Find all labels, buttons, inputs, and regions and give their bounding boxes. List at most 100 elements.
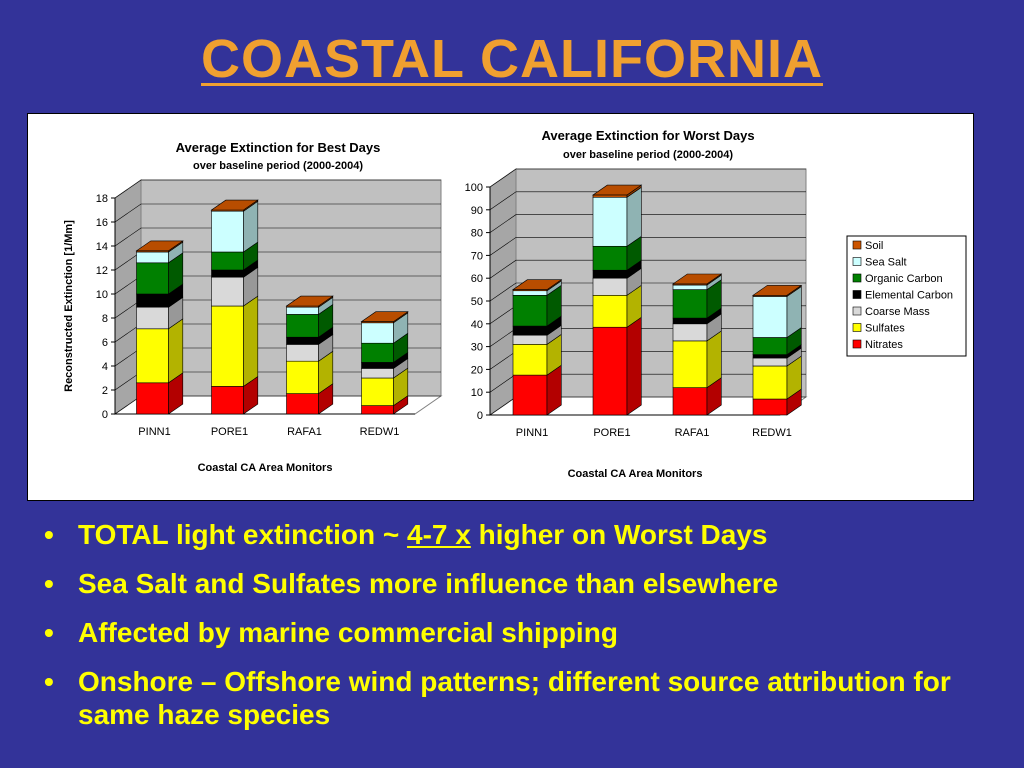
bullet-dot-icon: • bbox=[44, 568, 54, 599]
bar-segment bbox=[361, 377, 394, 406]
bar-segment bbox=[361, 368, 394, 379]
bar-segment bbox=[752, 337, 788, 355]
bullet-dot-icon: • bbox=[44, 519, 54, 550]
y-tick-label: 14 bbox=[96, 241, 108, 253]
bar-segment bbox=[752, 398, 788, 416]
y-tick-label: 20 bbox=[471, 364, 483, 376]
y-tick-label: 10 bbox=[471, 387, 483, 399]
bar-segment bbox=[361, 405, 394, 415]
bar-segment bbox=[136, 382, 169, 415]
slide-title: COASTAL CALIFORNIA bbox=[0, 28, 1024, 90]
bar-segment bbox=[592, 196, 628, 247]
gridline bbox=[489, 168, 806, 188]
bullet-text: Sea Salt and Sulfates more influence tha… bbox=[78, 568, 779, 599]
bar-segment bbox=[672, 284, 708, 290]
chart-subtitle: over baseline period (2000-2004) bbox=[193, 160, 363, 172]
y-tick-label: 40 bbox=[471, 319, 483, 331]
y-tick-label: 0 bbox=[477, 410, 483, 422]
bar-segment-top bbox=[752, 285, 803, 296]
chart-subtitle: over baseline period (2000-2004) bbox=[563, 149, 733, 161]
chart-worst-days: Average Extinction for Worst Days over ba… bbox=[465, 128, 967, 480]
bar-segment bbox=[211, 210, 244, 253]
bar-segment bbox=[286, 360, 319, 394]
bar-segment bbox=[286, 336, 319, 345]
bar-segment bbox=[136, 306, 169, 330]
bar-segment-top bbox=[210, 199, 259, 211]
bar-segment bbox=[286, 393, 319, 415]
bar-segment bbox=[672, 387, 708, 416]
legend-swatch bbox=[852, 240, 862, 250]
bullet-item: • Sea Salt and Sulfates more influence th… bbox=[40, 567, 1000, 600]
legend-swatch bbox=[852, 257, 862, 266]
bar-segment bbox=[672, 323, 708, 342]
y-tick-label: 0 bbox=[102, 409, 108, 421]
bullet-emphasis: 4-7 x bbox=[407, 519, 471, 550]
bar-segment bbox=[361, 362, 394, 369]
chart-title: Average Extinction for Worst Days bbox=[541, 128, 754, 143]
bar-segment-side bbox=[168, 318, 184, 384]
bar-segment bbox=[286, 306, 319, 315]
chart-best-days: Average Extinction for Best Days over bas… bbox=[63, 140, 443, 474]
charts-panel: Average Extinction for Best Days over bas… bbox=[27, 113, 974, 501]
bar-segment-top bbox=[512, 279, 563, 290]
y-tick-label: 12 bbox=[96, 265, 108, 277]
legend-swatch bbox=[852, 273, 862, 283]
y-tick-label: 6 bbox=[102, 337, 108, 349]
x-tick-label: RAFA1 bbox=[675, 427, 710, 439]
gridline bbox=[489, 237, 806, 256]
y-tick-label: 50 bbox=[471, 296, 483, 308]
y-tick-label: 80 bbox=[471, 228, 483, 240]
x-axis-label: Coastal CA Area Monitors bbox=[568, 468, 703, 480]
y-tick-label: 4 bbox=[102, 361, 108, 373]
bar-segment bbox=[211, 276, 244, 307]
legend-swatch bbox=[852, 323, 862, 332]
bullet-item: • TOTAL light extinction ~ 4-7 x higher o… bbox=[40, 518, 1000, 551]
bar-segment bbox=[361, 322, 394, 344]
y-tick-label: 90 bbox=[471, 205, 483, 217]
x-axis-label: Coastal CA Area Monitors bbox=[198, 462, 333, 474]
x-tick-label: PINN1 bbox=[516, 427, 548, 439]
charts-svg: Average Extinction for Best Days over bas… bbox=[63, 128, 967, 480]
legend-label: Coarse Mass bbox=[865, 306, 930, 318]
bullet-dot-icon: • bbox=[44, 617, 54, 648]
bar-segment bbox=[512, 344, 548, 376]
bar-segment bbox=[592, 277, 628, 296]
x-tick-label: RAFA1 bbox=[287, 426, 322, 438]
y-tick-label: 8 bbox=[102, 313, 108, 325]
bar-segment bbox=[752, 354, 788, 359]
bar-segment bbox=[752, 357, 788, 367]
bar-segment bbox=[672, 340, 708, 388]
bar-segment-side bbox=[243, 295, 259, 387]
legend-label: Elemental Carbon bbox=[865, 290, 953, 302]
legend-swatch bbox=[852, 339, 862, 349]
bullet-dot-icon: • bbox=[44, 666, 54, 697]
bar-segment bbox=[752, 296, 788, 338]
bar-segment bbox=[672, 289, 708, 319]
y-tick-label: 18 bbox=[96, 193, 108, 205]
bullet-item: • Affected by marine commercial shipping bbox=[40, 616, 1000, 649]
bullet-text: Onshore – Offshore wind patterns; differ… bbox=[78, 666, 951, 730]
legend-box bbox=[846, 235, 967, 357]
bar-segment-top bbox=[135, 240, 184, 252]
bar-segment-side bbox=[626, 186, 642, 247]
gridline bbox=[489, 259, 806, 279]
gridline bbox=[489, 191, 806, 211]
y-tick-label: 60 bbox=[471, 273, 483, 285]
bar-segment bbox=[592, 245, 628, 271]
legend-label: Sulfates bbox=[865, 323, 905, 335]
bar-segment bbox=[592, 194, 628, 198]
gridline bbox=[114, 203, 441, 223]
gridline bbox=[114, 227, 441, 247]
bar-segment bbox=[211, 269, 244, 278]
bar-segment bbox=[136, 293, 169, 308]
bullet-list: • TOTAL light extinction ~ 4-7 x higher o… bbox=[40, 518, 1000, 747]
bar-segment bbox=[136, 251, 169, 264]
bar-segment bbox=[286, 344, 319, 362]
bar-segment bbox=[752, 365, 788, 400]
bar-segment bbox=[211, 386, 244, 415]
x-tick-label: REDW1 bbox=[360, 426, 400, 438]
legend-swatch bbox=[852, 306, 862, 316]
x-tick-label: PORE1 bbox=[211, 426, 248, 438]
bar-segment bbox=[136, 328, 169, 384]
bar-segment bbox=[211, 305, 244, 387]
